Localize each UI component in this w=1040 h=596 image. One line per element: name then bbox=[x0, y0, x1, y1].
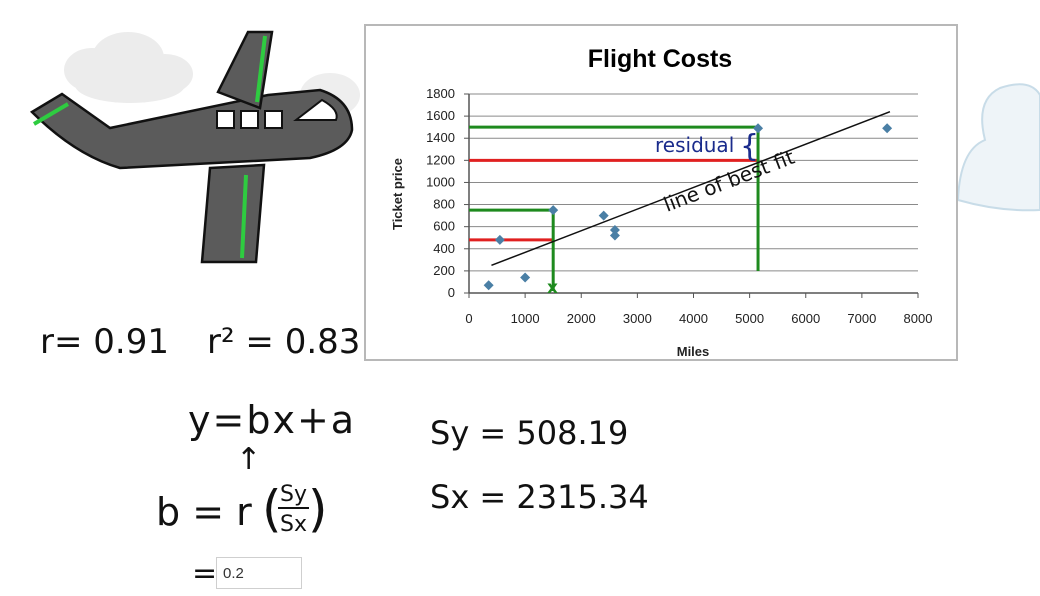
y-tick-label: 0 bbox=[448, 285, 455, 300]
slope-answer-input[interactable] bbox=[216, 557, 302, 589]
y-axis-ticks: 0 200 400 600 800 1000 1200 1400 1600 1800 bbox=[426, 86, 455, 300]
y-tick-label: 1600 bbox=[426, 108, 455, 123]
residual-annotation: residual bbox=[655, 133, 734, 157]
slope-formula-paren-close: ) bbox=[308, 480, 328, 538]
x-tick-label: 4000 bbox=[679, 311, 708, 326]
coefficient-of-determination: r² = 0.83 bbox=[207, 322, 361, 362]
x-marker-annotation: x bbox=[547, 278, 558, 298]
x-tick-label: 8000 bbox=[904, 311, 933, 326]
x-tick-label: 5000 bbox=[735, 311, 764, 326]
y-tick-label: 600 bbox=[433, 219, 455, 234]
best-fit-line-segment bbox=[491, 110, 891, 267]
y-tick-label: 400 bbox=[433, 241, 455, 256]
airplane-illustration bbox=[29, 30, 354, 264]
x-axis-ticks: 0 1000 2000 3000 4000 5000 6000 7000 8000 bbox=[465, 311, 932, 326]
data-point bbox=[483, 280, 494, 291]
slope-formula-paren-open: ( bbox=[262, 480, 282, 538]
residual-guides bbox=[469, 125, 760, 291]
sx-value: Sx = 2315.34 bbox=[430, 478, 649, 516]
x-tick-label: 2000 bbox=[567, 311, 596, 326]
data-point bbox=[598, 210, 609, 221]
regression-equation: y=bx+a bbox=[188, 398, 357, 442]
y-tick-label: 800 bbox=[433, 197, 455, 212]
y-tick-label: 200 bbox=[433, 263, 455, 278]
data-point bbox=[548, 205, 559, 216]
x-axis-label: Miles bbox=[677, 344, 710, 359]
y-tick-label: 1000 bbox=[426, 174, 455, 189]
data-point bbox=[494, 234, 505, 245]
correlation-r: r= 0.91 bbox=[40, 322, 169, 362]
y-axis-label: Ticket price bbox=[390, 158, 405, 230]
x-tick-label: 0 bbox=[465, 311, 472, 326]
data-point bbox=[882, 123, 893, 134]
sy-value: Sy = 508.19 bbox=[430, 414, 629, 452]
cloud-right bbox=[956, 83, 1040, 212]
residual-brace: { bbox=[740, 129, 759, 164]
best-fit-line bbox=[491, 110, 891, 267]
y-tick-label: 1800 bbox=[426, 86, 455, 101]
arrow-up-icon: ↑ bbox=[236, 442, 262, 477]
data-point bbox=[753, 123, 764, 134]
y-tick-label: 1200 bbox=[426, 152, 455, 167]
y-tick-label: 1400 bbox=[426, 130, 455, 145]
chart-frame bbox=[364, 24, 958, 361]
data-point bbox=[609, 224, 620, 235]
slope-formula-denominator: Sx bbox=[280, 512, 307, 537]
data-point bbox=[520, 272, 531, 283]
equals-sign: = bbox=[192, 556, 218, 591]
slope-formula-prefix: b = r bbox=[156, 490, 252, 534]
cloud-left bbox=[64, 32, 193, 103]
x-tick-label: 6000 bbox=[791, 311, 820, 326]
data-point bbox=[609, 230, 620, 241]
chart-title: Flight Costs bbox=[588, 45, 732, 73]
x-tick-label: 3000 bbox=[623, 311, 652, 326]
slope-formula-numerator: Sy bbox=[278, 482, 309, 509]
x-tick-label: 7000 bbox=[847, 311, 876, 326]
x-tick-label: 1000 bbox=[511, 311, 540, 326]
data-points bbox=[483, 123, 893, 291]
